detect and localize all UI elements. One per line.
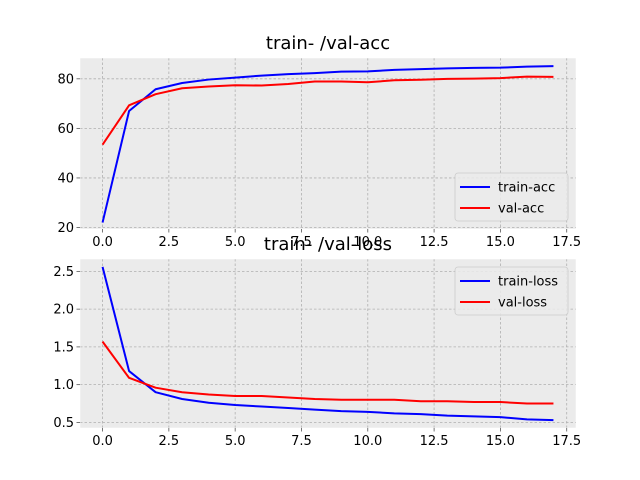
series-line-val-acc: [101, 75, 554, 146]
y-tick-label: 60: [57, 122, 74, 137]
x-tick-label: 17.5: [552, 434, 581, 449]
x-tick-label: 15.0: [486, 434, 515, 449]
x-tick-label: 7.5: [291, 434, 312, 449]
chart-panel-2: 0.0 2.5 5.0 7.5 10.0 12.5 15.0 17.5 0.5 1.0 1.5 2.0…: [53, 234, 581, 449]
legend-label: train-acc: [498, 181, 555, 196]
x-tick-label: 10.0: [353, 235, 382, 250]
series-line-train-acc: [101, 65, 554, 223]
y-tick-label: 20: [57, 221, 74, 236]
legend: train-loss val-loss: [454, 266, 569, 316]
y-tick-label: 80: [57, 72, 74, 87]
series-line-train-loss: [101, 266, 554, 422]
x-tick-label: 5.0: [225, 434, 246, 449]
legend-label: val-acc: [498, 202, 544, 217]
x-tick-label: 2.5: [159, 434, 180, 449]
x-tick-label: 0.0: [92, 434, 113, 449]
y-tick-label: 40: [57, 171, 74, 186]
legend-label: val-loss: [498, 296, 547, 311]
chart-title: train- /val-acc: [266, 33, 390, 54]
x-tick-label: 12.5: [420, 434, 449, 449]
plot-frame: [79, 57, 577, 230]
x-tick-label: 17.5: [552, 235, 581, 250]
y-tick-label: 1.0: [53, 378, 74, 393]
x-tick-label: 7.5: [291, 235, 312, 250]
legend-label: train-loss: [498, 275, 558, 290]
x-tick-label: 15.0: [486, 235, 515, 250]
x-tick-label: 5.0: [225, 235, 246, 250]
plot-frame: [79, 258, 577, 429]
x-tick-label: 10.0: [353, 434, 382, 449]
y-tick-label: 2.0: [53, 303, 74, 318]
y-tick-label: 2.5: [53, 265, 74, 280]
y-tick-label: 1.5: [53, 340, 74, 355]
legend: train-acc val-acc: [454, 172, 569, 222]
x-tick-label: 12.5: [420, 235, 449, 250]
chart-title: train- /val-loss: [264, 234, 392, 255]
series-line-val-loss: [101, 341, 554, 405]
x-tick-label: 0.0: [92, 235, 113, 250]
x-tick-label: 2.5: [159, 235, 180, 250]
y-tick-label: 0.5: [53, 416, 74, 431]
chart-panel-1: 0.0 2.5 5.0 7.5 10.0 12.5 15.0 17.5 20 40 60 80 trai…: [57, 33, 581, 250]
